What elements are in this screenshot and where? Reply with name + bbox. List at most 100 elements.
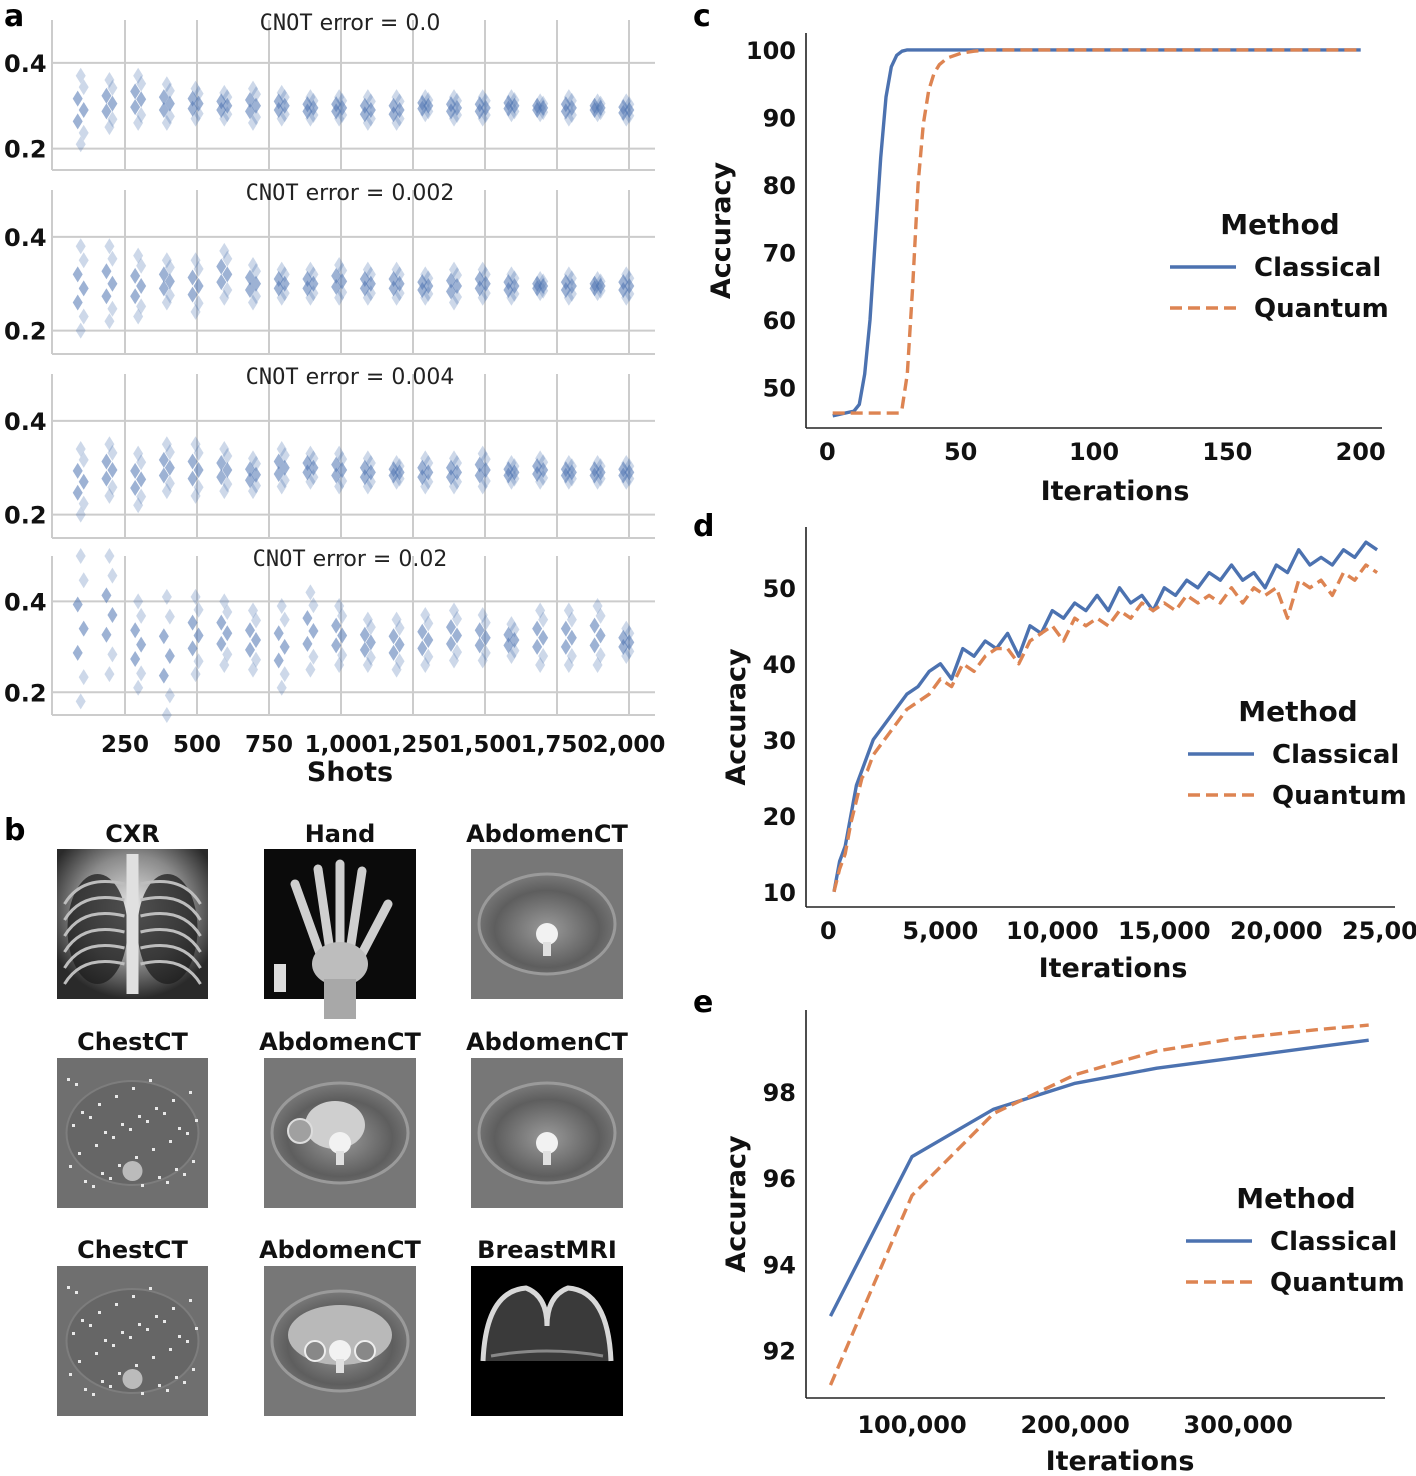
subplot-background [52, 374, 655, 538]
data-point-marker [509, 621, 520, 638]
data-point-marker [78, 252, 89, 269]
panel-label-b: b [4, 813, 25, 848]
data-point-marker [624, 270, 635, 287]
data-point-marker [563, 455, 574, 472]
noise-speck [189, 1299, 192, 1302]
data-point-marker [337, 451, 348, 468]
data-point-marker [222, 250, 233, 267]
data-point-marker [302, 610, 313, 627]
medical-image-2: AbdomenCT [466, 820, 629, 999]
data-point-marker [538, 647, 549, 664]
data-point-marker [305, 89, 316, 106]
y-axis-label: Accuracy [721, 1135, 752, 1273]
data-point-marker [219, 483, 230, 500]
noise-speck [158, 1384, 161, 1387]
data-point-marker [365, 93, 376, 110]
data-point-marker [334, 89, 345, 106]
y-tick-label: 70 [763, 239, 796, 267]
subplot-title-prefix: CNOT [246, 181, 299, 206]
data-point-marker [391, 611, 402, 628]
y-tick-label: 0.2 [4, 318, 47, 346]
data-point-marker [101, 288, 112, 305]
scatter-subplot-3: 0.2 0.4 CNOT error = 0.02 [4, 547, 655, 723]
data-point-marker [133, 593, 144, 610]
data-point-marker [193, 295, 204, 312]
data-point-marker [538, 95, 549, 112]
data-point-marker [101, 453, 112, 470]
data-point-marker [130, 99, 141, 116]
x-tick-label: 2,000 [593, 732, 666, 758]
data-point-marker [331, 456, 342, 473]
legend: Method Classical Quantum [1186, 1182, 1405, 1298]
subplot-background [52, 556, 655, 715]
data-point-marker [420, 89, 431, 106]
data-point-marker [563, 89, 574, 106]
data-point-marker [503, 626, 514, 643]
data-point-marker [480, 266, 491, 283]
noise-speck [152, 1148, 155, 1151]
data-point-marker [331, 96, 342, 113]
noise-speck [129, 1128, 132, 1131]
noise-speck [118, 1372, 121, 1375]
data-point-marker [388, 97, 399, 114]
data-point-marker [72, 596, 83, 613]
data-point-marker [251, 86, 261, 103]
noise-speck [121, 1331, 124, 1334]
noise-speck [178, 1127, 181, 1130]
spinal-process [543, 942, 551, 956]
y-tick-label: 10 [763, 879, 796, 907]
noise-speck [84, 1180, 87, 1183]
medical-image-4: AbdomenCT [259, 1028, 422, 1208]
data-point-marker [164, 459, 175, 476]
data-point-marker [164, 273, 175, 290]
data-point-marker [245, 92, 255, 108]
data-point-marker [423, 615, 434, 632]
noise-speck [195, 1327, 198, 1330]
data-point-marker [624, 625, 635, 642]
data-point-marker [589, 275, 600, 292]
data-point-marker [279, 666, 290, 683]
data-point-marker [621, 266, 632, 283]
scatter-subplot-0: 0.2 0.4 CNOT error = 0.0 [4, 11, 655, 171]
data-point-marker [503, 637, 514, 654]
data-point-marker [193, 479, 204, 496]
data-point-marker [107, 300, 118, 317]
data-point-marker [276, 440, 287, 457]
x-tick-label: 1,750 [521, 732, 594, 758]
data-point-marker [75, 238, 86, 255]
data-point-marker [216, 455, 227, 472]
data-point-marker [308, 622, 319, 639]
data-point-marker [362, 611, 373, 628]
data-point-marker [305, 445, 316, 462]
data-point-marker [72, 90, 83, 107]
data-point-marker [133, 308, 144, 325]
data-point-marker [388, 271, 399, 288]
noise-speck [166, 1389, 169, 1392]
data-point-marker [75, 548, 86, 564]
y-tick-label: 0.4 [4, 588, 47, 616]
panel-a-shots-scatter: 0.2 0.4 CNOT error = 0.0 0.2 0.4 CNOT error =… [4, 11, 665, 788]
data-point-marker [219, 657, 230, 674]
data-point-marker [449, 89, 459, 106]
medical-image-1: Hand [264, 820, 416, 1019]
data-point-marker [618, 99, 629, 116]
data-point-marker [222, 646, 233, 663]
data-point-marker [164, 475, 175, 492]
subplot-title: CNOT error = 0.0 [260, 11, 441, 36]
noise-speck [84, 1388, 87, 1391]
data-point-marker [107, 462, 118, 479]
data-point-marker [101, 587, 112, 604]
data-point-marker [362, 657, 373, 674]
rib [140, 880, 202, 905]
data-point-marker [104, 119, 115, 136]
data-point-marker [104, 666, 115, 683]
data-point-marker [78, 620, 89, 637]
noise-speck [186, 1340, 189, 1343]
data-point-marker [334, 597, 345, 614]
x-axis-label: Shots [307, 757, 393, 788]
data-point-marker [133, 114, 144, 131]
data-point-marker [474, 622, 485, 639]
series-line-classical [828, 1038, 1369, 1317]
rib [63, 912, 125, 937]
data-point-marker [359, 459, 370, 476]
